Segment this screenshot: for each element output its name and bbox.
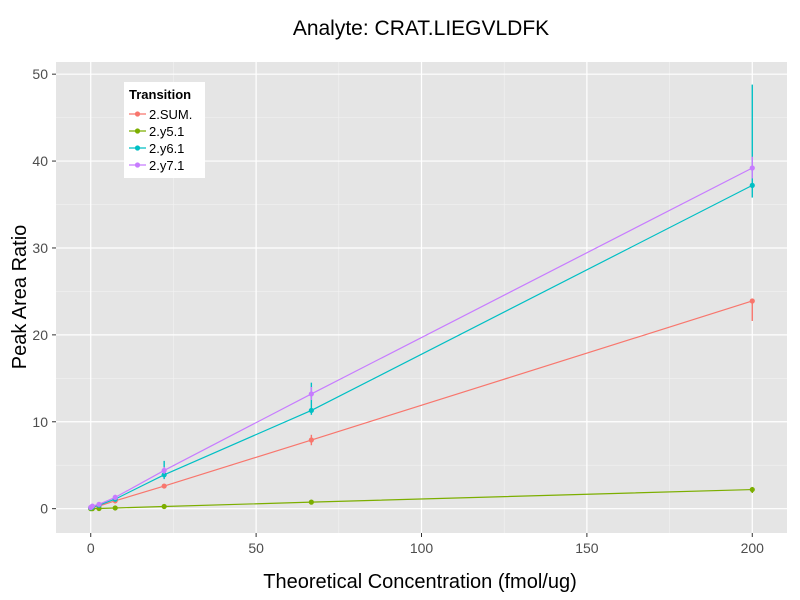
legend-item: 2.y5.1 <box>129 124 184 139</box>
data-point <box>749 298 755 304</box>
legend-items: 2.SUM. 2.y5.1 2.y6.1 2.y7.1 <box>129 107 192 173</box>
data-point <box>112 494 118 500</box>
legend-item: 2.SUM. <box>129 107 192 122</box>
x-tick-label: 50 <box>248 540 264 556</box>
series-layer <box>88 84 755 512</box>
data-point <box>308 437 314 443</box>
x-tick-label: 150 <box>575 540 599 556</box>
grid-major <box>56 62 787 533</box>
chart-title: Analyte: CRAT.LIEGVLDFK <box>293 17 549 40</box>
data-point <box>308 407 314 414</box>
y-tick-label: 40 <box>32 153 48 169</box>
y-axis-ticks: 0 10 20 30 40 50 <box>32 66 56 517</box>
legend-label: 2.y5.1 <box>149 124 184 139</box>
x-axis-title: Theoretical Concentration (fmol/ug) <box>263 571 576 593</box>
data-point <box>96 501 102 507</box>
legend-key-point <box>134 162 141 168</box>
x-tick-label: 200 <box>741 540 765 556</box>
data-point <box>161 467 167 474</box>
legend-key-point <box>134 145 141 151</box>
legend-label: 2.y6.1 <box>149 141 184 156</box>
data-point <box>161 472 167 478</box>
data-point <box>112 505 118 511</box>
legend-item: 2.y6.1 <box>129 141 184 156</box>
y-tick-label: 30 <box>32 240 48 256</box>
legend: Transition 2.SUM. 2.y5.1 2.y6.1 2.y7.1 <box>124 82 205 178</box>
x-tick-label: 0 <box>87 540 95 556</box>
legend-key-point <box>134 128 141 134</box>
data-point <box>308 391 314 397</box>
data-point <box>161 503 167 510</box>
x-axis-ticks: 0 50 100 150 200 <box>87 533 764 556</box>
x-tick-label: 100 <box>410 540 434 556</box>
legend-title: Transition <box>129 87 191 102</box>
legend-key-point <box>134 111 141 117</box>
series-2-y7-1 <box>88 156 755 510</box>
legend-item: 2.y7.1 <box>129 158 184 173</box>
data-point <box>749 182 755 188</box>
y-tick-label: 10 <box>32 414 48 430</box>
y-tick-label: 20 <box>32 327 48 343</box>
legend-label: 2.SUM. <box>149 107 192 122</box>
data-point <box>308 499 314 505</box>
legend-label: 2.y7.1 <box>149 158 184 173</box>
y-axis-title: Peak Area Ratio <box>9 225 31 370</box>
data-point <box>89 503 95 509</box>
data-point <box>749 486 755 493</box>
data-point <box>161 483 167 489</box>
data-point <box>749 165 755 171</box>
y-tick-label: 50 <box>32 66 48 82</box>
y-tick-label: 0 <box>40 501 48 517</box>
